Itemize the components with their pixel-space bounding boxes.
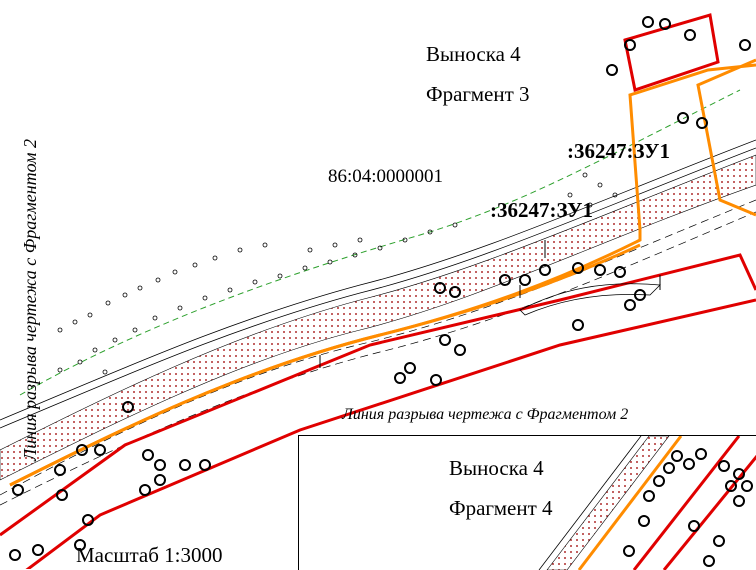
map-marks bbox=[319, 240, 661, 368]
inset-fragment-label: Фрагмент 4 bbox=[449, 496, 553, 520]
inset-callout-title: Выноска 4 bbox=[449, 456, 544, 480]
road-edge-upper-2 bbox=[0, 147, 756, 429]
red-boundary-upper bbox=[0, 253, 756, 537]
parcel-label-1: :36247:ЗУ1 bbox=[567, 139, 670, 163]
tree-symbols bbox=[9, 16, 751, 561]
vegetation-symbols bbox=[57, 172, 618, 375]
road-dashed-line bbox=[0, 199, 756, 496]
road-edge-upper bbox=[0, 139, 756, 421]
embankment bbox=[519, 283, 661, 316]
inset-map bbox=[538, 436, 756, 570]
red-boundary-lower bbox=[25, 298, 756, 569]
fragment-label: Фрагмент 3 bbox=[426, 82, 530, 106]
inset-fragment: Выноска 4 Фрагмент 4 bbox=[298, 435, 756, 570]
break-line-horizontal-label: Линия разрыва чертежа с Фрагментом 2 bbox=[342, 406, 629, 423]
scale-label: Масштаб 1:3000 bbox=[76, 543, 223, 567]
green-dashed-line bbox=[19, 89, 741, 396]
parcel-label-2: :36247:ЗУ1 bbox=[490, 198, 593, 222]
cadastral-quarter-label: 86:04:0000001 bbox=[328, 166, 444, 187]
break-line-vertical-label: Линия разрыва чертежа с Фрагментом 2 bbox=[20, 139, 40, 461]
callout-title: Выноска 4 bbox=[426, 42, 521, 66]
orange-boundary-main bbox=[9, 243, 641, 487]
road-dotted-band bbox=[0, 154, 756, 481]
red-small-parcel bbox=[623, 13, 720, 92]
